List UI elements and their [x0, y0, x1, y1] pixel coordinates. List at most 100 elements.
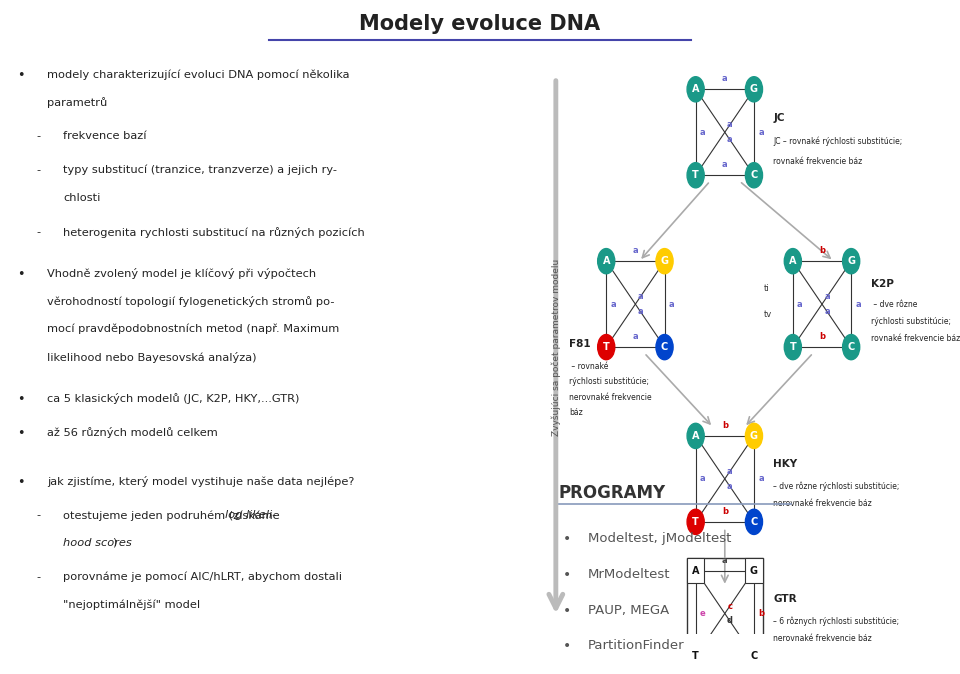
Text: rovnaké frekvencie báz: rovnaké frekvencie báz [774, 157, 863, 166]
Text: a: a [700, 474, 706, 483]
Text: b: b [819, 332, 825, 341]
Text: b: b [722, 507, 728, 516]
Text: nerovnaké frekvencie: nerovnaké frekvencie [569, 393, 652, 402]
Text: PartitionFinder: PartitionFinder [588, 640, 684, 652]
Text: •: • [17, 69, 25, 82]
Text: a: a [700, 128, 706, 137]
Text: typy substitucí (tranzice, tranzverze) a jejich ry-: typy substitucí (tranzice, tranzverze) a… [63, 165, 337, 175]
Text: A: A [692, 84, 700, 94]
Text: porovnáme je pomocí AIC/hLRT, abychom dostali: porovnáme je pomocí AIC/hLRT, abychom do… [63, 572, 342, 582]
Text: jak zjistíme, který model vystihuje naše data nejlépe?: jak zjistíme, který model vystihuje naše… [47, 476, 354, 487]
FancyBboxPatch shape [687, 644, 705, 669]
Text: A: A [603, 256, 610, 266]
Text: K2P: K2P [871, 279, 894, 289]
Text: likelihood nebo Bayesovská analýza): likelihood nebo Bayesovská analýza) [47, 352, 256, 363]
Bar [687, 558, 762, 669]
Text: ti: ti [764, 284, 769, 293]
Text: a: a [611, 300, 616, 309]
Text: JC – rovnaké rýchlosti substitúcie;: JC – rovnaké rýchlosti substitúcie; [774, 136, 902, 146]
Text: G: G [660, 256, 668, 266]
Circle shape [687, 77, 705, 102]
Text: •: • [564, 604, 571, 617]
Text: G: G [847, 256, 855, 266]
Text: parametrů: parametrů [47, 97, 108, 108]
Text: Vhodně zvolený model je klíčový při výpočtech: Vhodně zvolený model je klíčový při výpo… [47, 268, 316, 279]
Text: b: b [758, 609, 764, 618]
Text: a: a [727, 135, 732, 144]
FancyBboxPatch shape [745, 558, 762, 583]
Circle shape [843, 249, 860, 274]
Text: b: b [722, 421, 728, 430]
Text: věrohodností topologií fylogenetických stromů po-: věrohodností topologií fylogenetických s… [47, 296, 334, 307]
Circle shape [598, 334, 614, 360]
Text: tv: tv [764, 310, 772, 319]
Text: A: A [692, 565, 700, 576]
Text: T: T [692, 652, 699, 661]
Text: báz: báz [569, 408, 583, 417]
Text: -: - [36, 510, 40, 520]
Circle shape [656, 334, 673, 360]
Circle shape [687, 162, 705, 188]
Text: •: • [17, 268, 25, 281]
Text: T: T [692, 171, 699, 180]
Circle shape [745, 510, 762, 534]
Circle shape [784, 334, 802, 360]
Circle shape [745, 423, 762, 448]
Text: a: a [727, 467, 732, 476]
Text: PROGRAMY: PROGRAMY [559, 485, 666, 502]
Text: modely charakterizující evoluci DNA pomocí několika: modely charakterizující evoluci DNA pomo… [47, 69, 349, 80]
Text: a: a [633, 332, 638, 341]
Text: F81: F81 [569, 339, 591, 349]
Text: Modeltest, jModeltest: Modeltest, jModeltest [588, 532, 732, 545]
Text: a: a [637, 307, 643, 316]
Text: otestujeme jeden podruhém (získáme: otestujeme jeden podruhém (získáme [63, 510, 283, 520]
Text: C: C [660, 342, 668, 352]
Text: •: • [17, 476, 25, 489]
Text: až 56 různých modelů celkem: až 56 různých modelů celkem [47, 427, 218, 438]
Text: hood scores: hood scores [63, 538, 132, 548]
Circle shape [843, 334, 860, 360]
Text: a: a [758, 128, 764, 137]
Text: G: G [750, 84, 758, 94]
Text: b: b [819, 247, 825, 255]
Text: •: • [564, 640, 571, 653]
Text: nerovnaké frekvencie báz: nerovnaké frekvencie báz [774, 634, 872, 643]
Text: Modely evoluce DNA: Modely evoluce DNA [359, 14, 601, 34]
Text: ): ) [112, 538, 116, 548]
Text: d: d [727, 616, 732, 625]
Text: rýchlosti substitúcie;: rýchlosti substitúcie; [569, 377, 649, 386]
Text: a: a [669, 300, 674, 309]
FancyBboxPatch shape [745, 644, 762, 669]
Text: a: a [722, 75, 728, 84]
Text: C: C [751, 517, 757, 527]
Text: rovnaké frekvencie báz: rovnaké frekvencie báz [871, 334, 960, 343]
Text: a: a [855, 300, 861, 309]
Circle shape [687, 423, 705, 448]
Text: T: T [692, 517, 699, 527]
Text: a: a [727, 121, 732, 129]
Text: – dve rôzne rýchlosti substitúcie;: – dve rôzne rýchlosti substitúcie; [774, 482, 900, 491]
Text: GTR: GTR [774, 594, 797, 604]
Text: HKY: HKY [774, 460, 798, 469]
Text: c: c [728, 602, 732, 611]
Text: MrModeltest: MrModeltest [588, 568, 670, 581]
Text: a: a [633, 247, 638, 255]
Text: ca 5 klasických modelů (JC, K2P, HKY,...GTR): ca 5 klasických modelů (JC, K2P, HKY,...… [47, 393, 300, 404]
Text: a: a [727, 482, 732, 491]
Text: a: a [722, 160, 728, 169]
Text: a: a [637, 293, 643, 301]
Text: JC: JC [774, 113, 785, 123]
Text: •: • [564, 532, 571, 546]
Text: a: a [824, 293, 829, 301]
Text: Zvyšujúci sa počet parametrov modelu: Zvyšujúci sa počet parametrov modelu [551, 259, 561, 435]
Text: C: C [751, 171, 757, 180]
Text: PAUP, MEGA: PAUP, MEGA [588, 604, 669, 617]
Text: A: A [789, 256, 797, 266]
Circle shape [784, 249, 802, 274]
Circle shape [745, 162, 762, 188]
Text: -: - [36, 165, 40, 175]
Text: T: T [603, 342, 610, 352]
Text: e: e [700, 609, 706, 618]
Text: chlosti: chlosti [63, 193, 100, 203]
FancyBboxPatch shape [687, 558, 705, 583]
